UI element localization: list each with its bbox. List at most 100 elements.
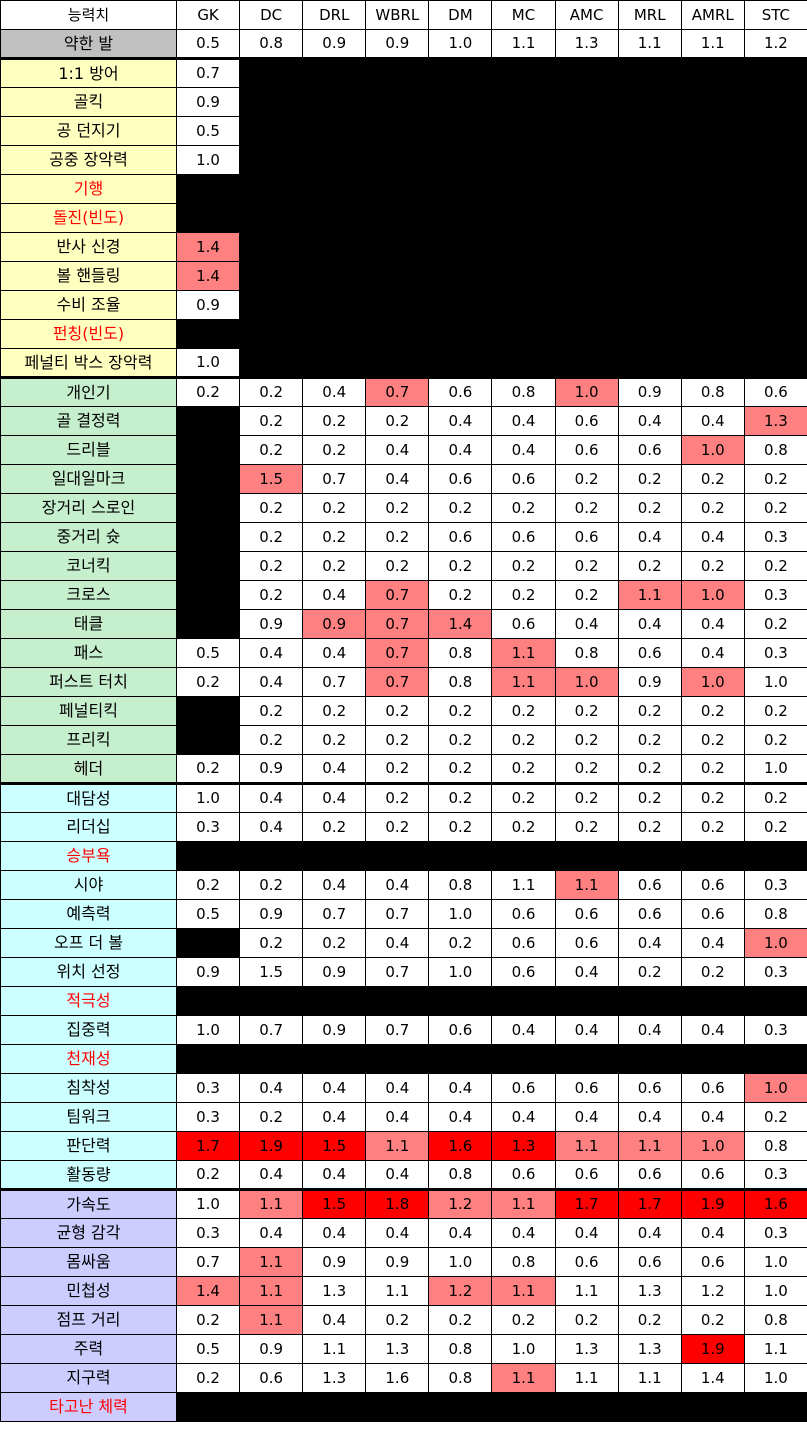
not-applicable-cell — [617, 87, 682, 117]
not-applicable-cell — [617, 232, 682, 262]
weight-value-cell: 1.4 — [175, 261, 241, 291]
not-applicable-cell — [365, 1392, 430, 1422]
table-row: 판단력 1.7 1.9 1.5 1.1 1.6 1.3 1.1 1.1 1.0 0.8 — [0, 1131, 807, 1161]
weight-value-cell: 0.8 — [428, 1334, 493, 1364]
not-applicable-cell — [428, 57, 493, 88]
not-applicable-cell — [428, 232, 493, 262]
attribute-name-cell: 지구력 — [0, 1363, 177, 1393]
weight-value-cell: 0.2 — [617, 725, 682, 755]
not-applicable-cell — [239, 1044, 304, 1074]
weight-value-cell: 0.2 — [680, 493, 745, 523]
weight-value-cell: 0.4 — [365, 464, 430, 494]
weight-value-cell: 1.0 — [175, 348, 241, 378]
weight-value-cell: 0.2 — [428, 696, 493, 726]
weight-value-cell: 0.7 — [302, 464, 367, 494]
weight-value-cell: 0.6 — [554, 899, 619, 929]
weight-value-cell: 0.2 — [428, 928, 493, 958]
table-row: 점프 거리 0.2 1.1 0.4 0.2 0.2 0.2 0.2 0.2 0.2 0.8 — [0, 1305, 807, 1335]
not-applicable-cell — [743, 116, 807, 146]
not-applicable-cell — [680, 87, 745, 117]
table-row: 일대일마크 1.5 0.7 0.4 0.6 0.6 0.2 0.2 0.2 0.2 — [0, 464, 807, 494]
weight-value-cell: 0.7 — [175, 1247, 241, 1277]
not-applicable-cell — [365, 116, 430, 146]
weight-value-cell: 0.6 — [428, 522, 493, 552]
weight-value-cell: 0.2 — [743, 493, 807, 523]
weight-value-cell: 0.6 — [743, 376, 807, 407]
not-applicable-cell — [428, 116, 493, 146]
weight-value-cell: 1.3 — [365, 1334, 430, 1364]
not-applicable-cell — [554, 261, 619, 291]
weight-value-cell: 0.2 — [175, 870, 241, 900]
table-row: 퍼스트 터치 0.2 0.4 0.7 0.7 0.8 1.1 1.0 0.9 1.0 1.0 — [0, 667, 807, 697]
weight-value-cell: 1.9 — [680, 1188, 745, 1219]
weight-value-cell: 0.6 — [617, 638, 682, 668]
table-row: 리더십 0.3 0.4 0.2 0.2 0.2 0.2 0.2 0.2 0.2 0.2 — [0, 812, 807, 842]
table-row: 가속도 1.0 1.1 1.5 1.8 1.2 1.1 1.7 1.7 1.9 1.6 — [0, 1188, 807, 1219]
weight-value-cell: 0.8 — [554, 638, 619, 668]
weight-value-cell: 1.9 — [239, 1131, 304, 1161]
weight-value-cell: 1.1 — [365, 1131, 430, 1161]
weight-value-cell: 1.0 — [680, 580, 745, 610]
weight-value-cell: 0.4 — [428, 1073, 493, 1103]
table-row: 침착성 0.3 0.4 0.4 0.4 0.4 0.6 0.6 0.6 0.6 1.0 — [0, 1073, 807, 1103]
table-row: 균형 감각 0.3 0.4 0.4 0.4 0.4 0.4 0.4 0.4 0.4 0.3 — [0, 1218, 807, 1248]
not-applicable-cell — [743, 57, 807, 88]
not-applicable-cell — [554, 348, 619, 378]
not-applicable-cell — [743, 203, 807, 233]
weight-value-cell: 1.1 — [491, 667, 556, 697]
not-applicable-cell — [302, 145, 367, 175]
not-applicable-cell — [554, 290, 619, 320]
attribute-name-cell: 예측력 — [0, 899, 177, 929]
weight-value-cell: 0.2 — [491, 782, 556, 813]
weight-value-cell: 1.1 — [554, 1276, 619, 1306]
not-applicable-cell — [175, 725, 241, 755]
weight-value-cell: 1.3 — [554, 1334, 619, 1364]
weight-value-cell: 0.2 — [365, 812, 430, 842]
header-attribute: 능력치 — [0, 0, 177, 30]
attribute-name-cell: 균형 감각 — [0, 1218, 177, 1248]
weight-value-cell: 0.3 — [175, 1102, 241, 1132]
weight-value-cell: 0.9 — [365, 29, 430, 59]
attribute-name-cell: 코너킥 — [0, 551, 177, 581]
weight-value-cell: 1.0 — [428, 957, 493, 987]
not-applicable-cell — [743, 261, 807, 291]
weight-value-cell: 0.8 — [491, 1247, 556, 1277]
weight-value-cell: 0.2 — [239, 580, 304, 610]
weight-value-cell: 0.6 — [491, 1160, 556, 1190]
not-applicable-cell — [239, 116, 304, 146]
weight-value-cell: 0.8 — [491, 376, 556, 407]
weight-value-cell: 0.6 — [491, 609, 556, 639]
weight-value-cell: 1.3 — [617, 1334, 682, 1364]
not-applicable-cell — [617, 145, 682, 175]
not-applicable-cell — [680, 145, 745, 175]
weight-value-cell: 0.4 — [680, 928, 745, 958]
weight-value-cell: 0.2 — [239, 1102, 304, 1132]
weight-value-cell: 0.4 — [428, 1102, 493, 1132]
weight-value-cell: 1.1 — [491, 638, 556, 668]
not-applicable-cell — [428, 986, 493, 1016]
weight-value-cell: 1.1 — [554, 1131, 619, 1161]
weight-value-cell: 0.6 — [239, 1363, 304, 1393]
table-row: 적극성 — [0, 986, 807, 1016]
weight-value-cell: 1.0 — [743, 928, 807, 958]
weight-value-cell: 0.2 — [428, 754, 493, 784]
table-row: 대담성 1.0 0.4 0.4 0.2 0.2 0.2 0.2 0.2 0.2 0.2 — [0, 782, 807, 813]
weight-value-cell: 0.2 — [617, 782, 682, 813]
weight-value-cell: 0.2 — [365, 551, 430, 581]
weight-value-cell: 0.6 — [491, 1073, 556, 1103]
weight-value-cell: 0.2 — [239, 696, 304, 726]
weight-value-cell: 0.7 — [365, 957, 430, 987]
attribute-name-cell: 골킥 — [0, 87, 177, 117]
weight-value-cell: 0.7 — [365, 376, 430, 407]
not-applicable-cell — [554, 232, 619, 262]
not-applicable-cell — [491, 841, 556, 871]
weight-value-cell: 0.2 — [617, 696, 682, 726]
weight-value-cell: 0.9 — [302, 1015, 367, 1045]
not-applicable-cell — [428, 174, 493, 204]
weight-value-cell: 1.0 — [743, 667, 807, 697]
weight-value-cell: 0.2 — [554, 754, 619, 784]
not-applicable-cell — [743, 145, 807, 175]
table-row: 중거리 슛 0.2 0.2 0.2 0.6 0.6 0.6 0.4 0.4 0.3 — [0, 522, 807, 552]
table-row: 드리블 0.2 0.2 0.4 0.4 0.4 0.6 0.6 1.0 0.8 — [0, 435, 807, 465]
weight-value-cell: 1.0 — [175, 1188, 241, 1219]
